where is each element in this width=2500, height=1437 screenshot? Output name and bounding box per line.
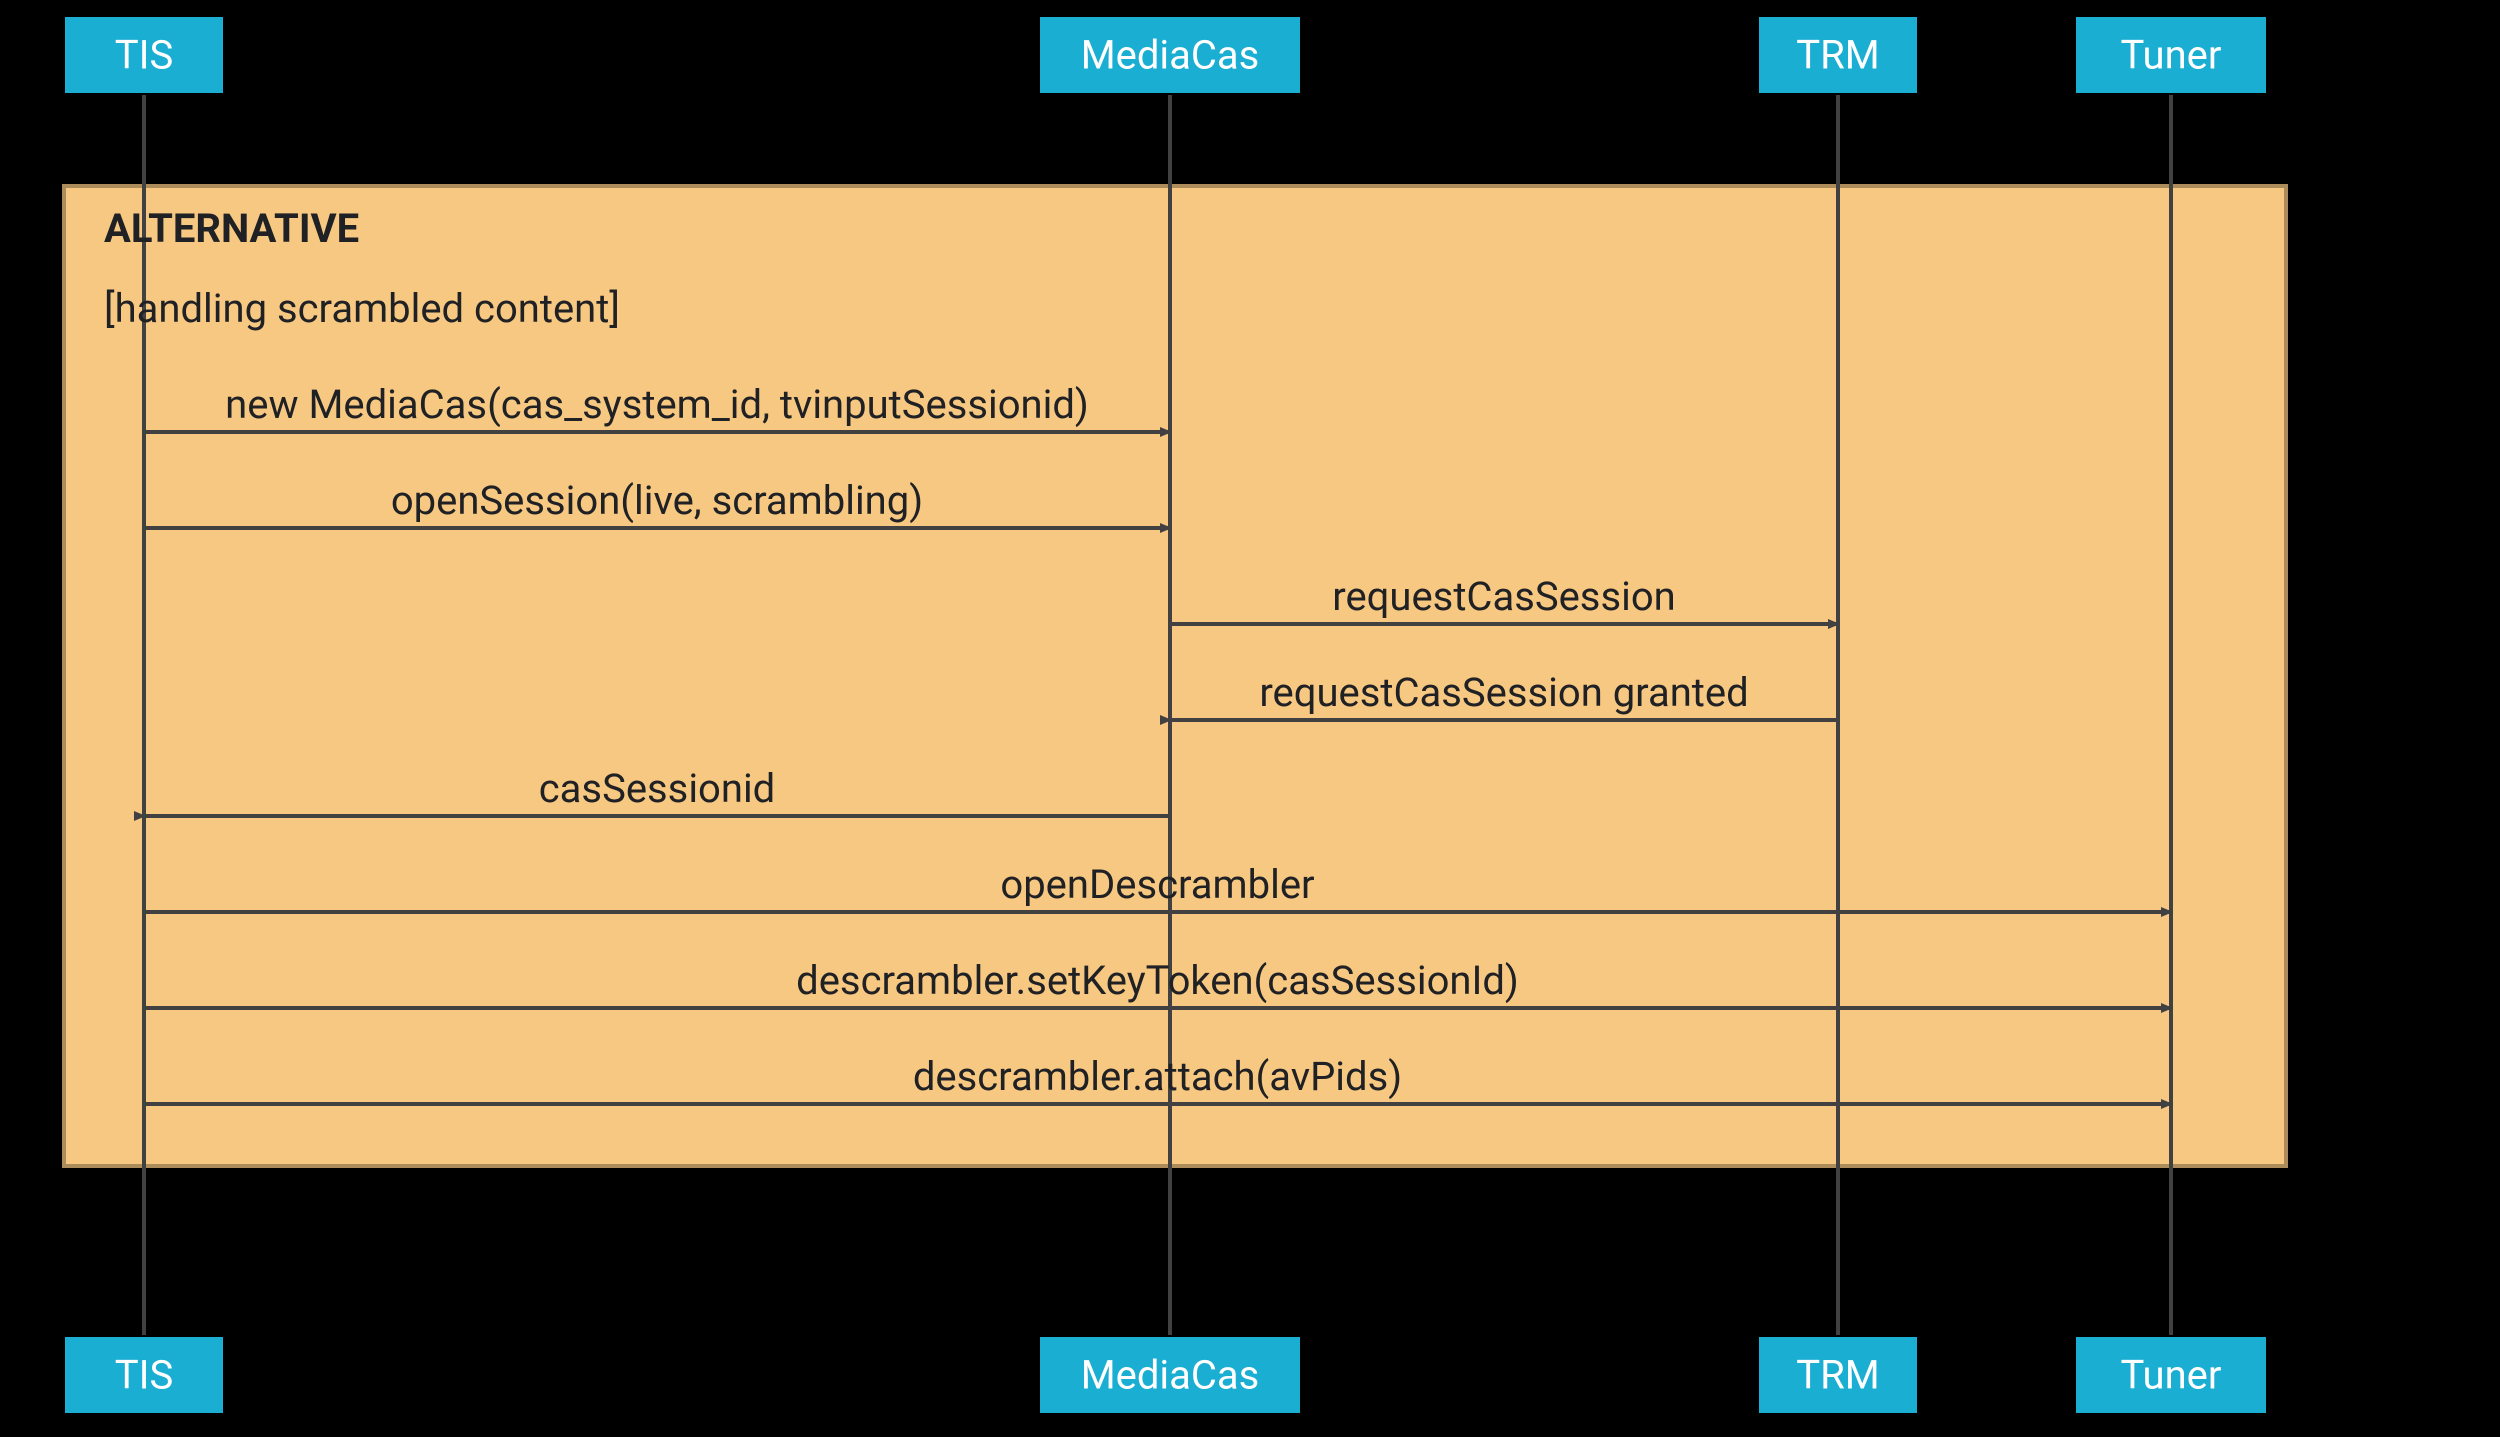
alt-label: ALTERNATIVE [104,205,359,252]
message-label-7: descrambler.attach(avPids) [913,1053,1402,1100]
participant-label-trm: TRM [1796,32,1879,79]
participant-label-mediacas: MediaCas [1081,1352,1260,1399]
alt-guard: [handling scrambled content] [104,285,620,332]
participant-label-tuner: Tuner [2121,32,2222,79]
message-label-0: new MediaCas(cas_system_id, tvinputSessi… [225,381,1089,428]
message-label-6: descrambler.setKeyToken(casSessionId) [796,957,1519,1004]
sequence-diagram: ALTERNATIVE [handling scrambled content] n… [0,0,2500,1437]
message-label-2: requestCasSession [1332,573,1675,620]
message-label-4: casSessionid [539,765,776,812]
participant-label-tis: TIS [115,32,174,79]
participant-label-trm: TRM [1796,1352,1879,1399]
alt-fragment [64,186,2286,1166]
message-label-3: requestCasSession granted [1259,669,1748,716]
participant-label-tuner: Tuner [2121,1352,2222,1399]
message-label-5: openDescrambler [1000,861,1314,908]
message-label-1: openSession(live, scrambling) [391,477,923,524]
participant-label-tis: TIS [115,1352,174,1399]
participant-label-mediacas: MediaCas [1081,32,1260,79]
